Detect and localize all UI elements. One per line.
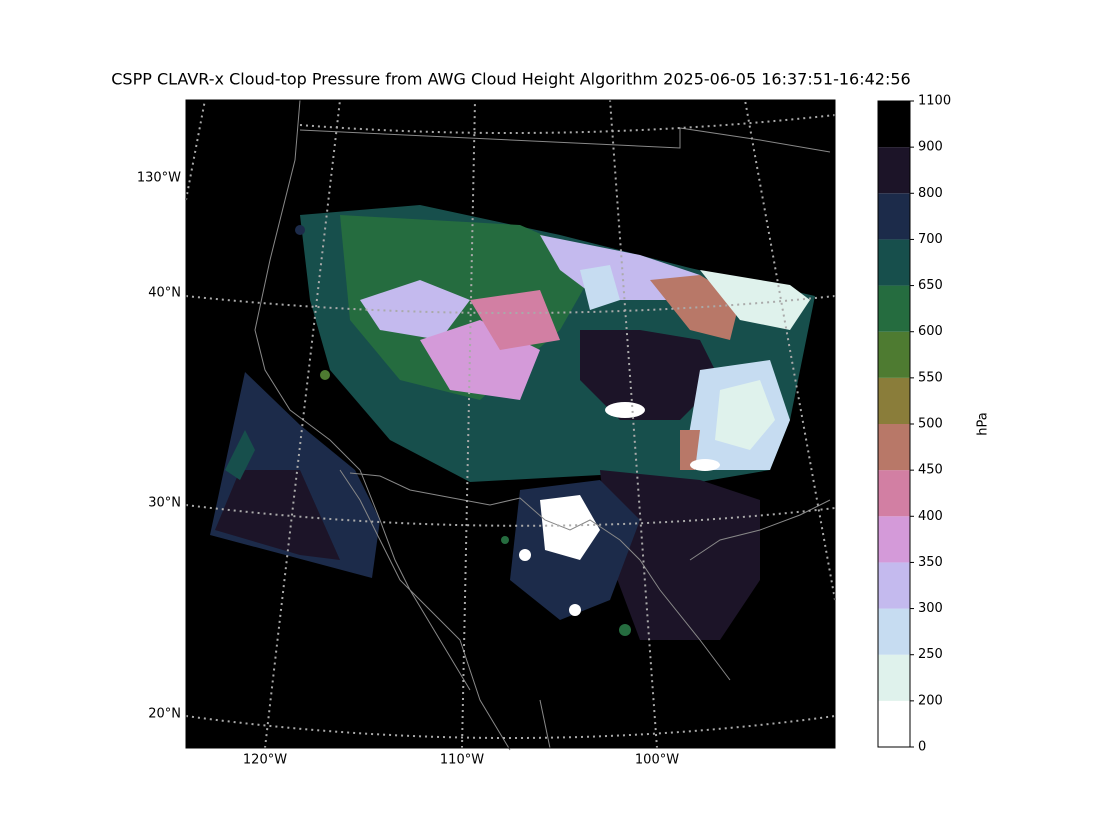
cloud-region [605, 402, 645, 418]
colorbar-segment [878, 285, 910, 332]
colorbar-segment [878, 700, 910, 747]
cloud-region [215, 470, 340, 560]
cloud-region [470, 290, 560, 350]
colorbar-segment [878, 654, 910, 701]
lon-label: 120°W [243, 753, 287, 768]
colorbar-tick-label: 350 [918, 555, 943, 570]
cloud-region [540, 495, 600, 560]
cloud-region [340, 215, 600, 400]
colorbar-segment [878, 377, 910, 424]
colorbar-tick-label: 0 [918, 740, 926, 755]
colorbar-segment [878, 424, 910, 471]
border [349, 472, 731, 681]
colorbar-segment [878, 470, 910, 517]
cloud-region [700, 270, 810, 330]
graticule-line [185, 295, 836, 314]
coastline [539, 699, 551, 749]
graticule-line [185, 504, 836, 527]
lat-label: 30°N [148, 496, 181, 511]
graticule-line [185, 715, 836, 739]
cloud-region [501, 536, 509, 544]
lon-label: 100°W [635, 753, 679, 768]
cloud-region [225, 430, 255, 480]
colorbar-tick-label: 500 [918, 417, 943, 432]
border [299, 127, 831, 153]
colorbar-tick-label: 650 [918, 278, 943, 293]
cloud-region [690, 459, 720, 471]
colorbar-segment [878, 239, 910, 286]
colorbar-tick-label: 1100 [918, 94, 951, 109]
colorbar-tick-label: 550 [918, 370, 943, 385]
colorbar-tick-label: 600 [918, 324, 943, 339]
colorbar-tick-label: 450 [918, 463, 943, 478]
colorbar-segment [878, 562, 910, 609]
colorbar-tick-label: 300 [918, 601, 943, 616]
coastline [254, 99, 471, 691]
map [185, 99, 836, 751]
lat-label: 20°N [148, 707, 181, 722]
cloud-region [680, 430, 700, 470]
cloud-region [580, 330, 720, 420]
graticule-line [299, 114, 836, 134]
colorbar-segment [878, 516, 910, 563]
cloud-region [600, 470, 760, 640]
colorbar-segment [878, 608, 910, 655]
colorbar-tick-label: 250 [918, 647, 943, 662]
colorbar-tick-label: 200 [918, 693, 943, 708]
colorbar-segment [878, 101, 910, 148]
cloud-region [569, 604, 581, 616]
colorbar-segment [878, 193, 910, 240]
colorbar-tick-label: 700 [918, 232, 943, 247]
graticule-line [744, 99, 836, 601]
map-frame [185, 99, 836, 749]
lat-label: 130°W [137, 171, 181, 186]
colorbar-tick-label: 400 [918, 509, 943, 524]
cloud-region [320, 370, 330, 380]
cloud-region [519, 549, 531, 561]
cloud-region [715, 380, 775, 450]
cloud-region [360, 280, 470, 340]
colorbar-tick-label: 800 [918, 186, 943, 201]
graticule-line [609, 99, 658, 749]
lat-label: 40°N [148, 286, 181, 301]
colorbar-tick-label: 900 [918, 140, 943, 155]
coastline [339, 469, 511, 751]
graticule-line [185, 99, 206, 201]
cloud-field [210, 205, 815, 640]
colorbar-label: hPa [976, 412, 991, 435]
cloud-region [619, 624, 631, 636]
map-title: CSPP CLAVR-x Cloud-top Pressure from AWG… [111, 70, 910, 89]
cloud-region [580, 265, 620, 310]
graticule-line [461, 99, 476, 749]
graticule-line [264, 99, 341, 749]
colorbar-segment [878, 147, 910, 194]
graticule [185, 99, 836, 749]
lon-label: 110°W [440, 753, 484, 768]
cloud-region [295, 225, 305, 235]
colorbar: 0 200 250 300 350 400 450 500 550 600 650 700 800 900… [877, 94, 951, 755]
colorbar-segment [878, 331, 910, 378]
